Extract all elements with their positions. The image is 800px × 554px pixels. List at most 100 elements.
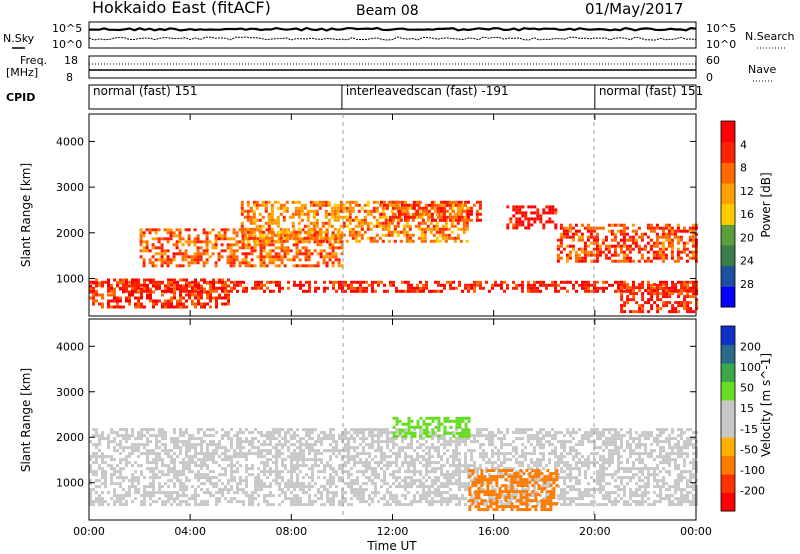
echo-cell [203,476,206,480]
echo-cell [380,455,383,459]
echo-cell [324,233,328,237]
echo-cell [311,431,314,435]
echo-cell [387,221,391,225]
echo-cell [209,440,212,444]
echo-cell [140,302,143,306]
echo-cell [378,215,382,219]
echo-cell [542,226,546,230]
echo-cell [464,437,467,441]
echo-cell [220,249,224,253]
echo-cell [602,488,605,492]
echo-cell [413,470,416,474]
echo-cell [252,200,256,204]
echo-cell [497,455,500,459]
echo-cell [296,440,299,444]
echo-cell [248,440,251,444]
echo-cell [434,476,437,480]
echo-cell [292,264,296,268]
echo-cell [356,476,359,480]
echo-cell [263,443,266,447]
echo-cell [280,249,284,253]
echo-cell [305,464,308,468]
echo-cell [200,289,203,293]
echo-cell [515,208,519,212]
echo-cell [521,461,524,465]
echo-cell [641,280,644,284]
echo-cell [479,488,482,492]
echo-cell [691,253,695,257]
echo-cell [542,443,545,447]
echo-cell [403,203,407,207]
echo-cell [194,452,197,456]
echo-cell [299,497,302,501]
echo-cell [327,203,331,207]
echo-cell [157,237,161,241]
echo-cell [381,227,385,231]
echo-cell [253,249,257,253]
echo-cell [679,256,683,260]
echo-cell [101,473,104,477]
echo-cell [428,289,431,293]
echo-cell [488,440,491,444]
echo-cell [554,437,557,441]
echo-cell [286,246,290,250]
echo-cell [521,443,524,447]
echo-cell [301,240,305,244]
echo-cell [110,440,113,444]
echo-cell [333,203,337,207]
echo-cell [479,455,482,459]
echo-cell [557,283,560,287]
echo-cell [316,261,320,265]
echo-cell [98,293,101,297]
echo-cell [617,289,620,293]
echo-cell [308,497,311,501]
echo-cell [267,212,271,216]
echo-cell [284,440,287,444]
echo-cell [188,470,191,474]
echo-cell [435,212,439,216]
echo-cell [246,227,250,231]
echo-cell [239,500,242,504]
echo-cell [587,482,590,486]
echo-cell [386,428,389,432]
echo-cell [602,449,605,453]
echo-cell [284,464,287,468]
echo-cell [572,467,575,471]
echo-cell [209,293,212,297]
echo-cell [260,452,263,456]
echo-cell [440,437,443,441]
echo-cell [563,491,566,495]
echo-cell [494,461,497,465]
echo-cell [671,307,675,311]
echo-cell [377,443,380,447]
echo-cell [291,224,295,228]
echo-cell [365,500,368,504]
echo-cell [518,437,521,441]
echo-cell [282,206,286,210]
echo-cell [245,494,248,498]
echo-cell [518,455,521,459]
echo-cell [622,253,626,257]
echo-cell [500,286,503,290]
echo-cell [665,301,669,305]
echo-cell [404,458,407,462]
echo-cell [578,428,581,432]
echo-cell [113,500,116,504]
echo-cell [161,458,164,462]
echo-cell [347,476,350,480]
echo-cell [650,295,654,299]
echo-cell [297,200,301,204]
echo-cell [197,437,200,441]
echo-cell [206,434,209,438]
echo-cell [602,470,605,474]
echo-cell [646,226,650,230]
echo-cell [379,212,383,216]
echo-cell [434,488,437,492]
echo-cell [584,476,587,480]
echo-cell [682,241,686,245]
freq-label-2: [MHz] [6,66,38,79]
echo-cell [251,437,254,441]
echo-cell [337,237,341,241]
echo-cell [440,470,443,474]
echo-cell [300,209,304,213]
